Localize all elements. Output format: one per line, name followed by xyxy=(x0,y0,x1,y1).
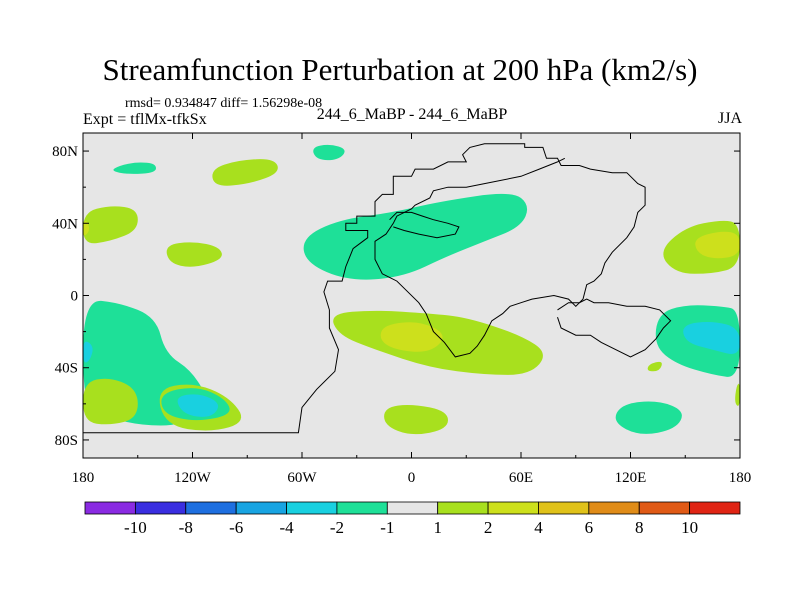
x-tick-label-0: 180 xyxy=(72,470,95,486)
x-tick-label-6: 180 xyxy=(729,470,752,486)
colorbar-label-7: 1 xyxy=(433,518,442,537)
x-axis: 180 120W 60W 0 60E 120E 180 xyxy=(72,133,752,486)
colorbar-label-11: 8 xyxy=(635,518,644,537)
contour-region-15 xyxy=(177,394,219,417)
colorbar-label-1: -10 xyxy=(124,518,147,537)
y-tick-label-1: 40N xyxy=(52,216,78,232)
colorbar-label-8: 2 xyxy=(484,518,493,537)
contour-regions xyxy=(83,144,740,435)
contour-region-1 xyxy=(113,162,156,174)
x-tick-label-2: 60W xyxy=(287,470,317,486)
season-label: JJA xyxy=(717,110,742,127)
coastline-1 xyxy=(83,143,646,434)
x-tick-label-3: 0 xyxy=(408,470,416,486)
contour-region-22 xyxy=(683,322,740,355)
colorbar-label-3: -6 xyxy=(229,518,243,537)
contour-region-4 xyxy=(212,159,278,186)
colorbar-label-10: 6 xyxy=(585,518,594,537)
colorbar-bin-2 xyxy=(185,501,237,515)
stats-label: rmsd= 0.934847 diff= 1.56298e-08 xyxy=(125,96,323,111)
chart-title: Streamfunction Perturbation at 200 hPa (… xyxy=(102,52,698,87)
y-tick-label-3: 40S xyxy=(55,361,78,377)
contour-region-20 xyxy=(647,361,662,372)
y-tick-label-2: 0 xyxy=(71,289,79,305)
colorbar-bin-6 xyxy=(386,501,439,515)
y-axis: 80N 40N 0 40S 80S xyxy=(52,144,740,449)
y-tick-label-4: 80S xyxy=(55,433,78,449)
colorbar-bin-5 xyxy=(336,501,388,515)
contour-region-17 xyxy=(380,322,443,352)
coastlines xyxy=(83,143,672,434)
colorbar-bin-7 xyxy=(437,501,489,515)
colorbar-bin-10 xyxy=(588,501,640,515)
colorbar-bin-0 xyxy=(84,501,136,515)
colorbar-label-4: -4 xyxy=(279,518,294,537)
coastline-2 xyxy=(557,298,672,358)
contour-region-12 xyxy=(83,378,138,425)
contour-region-18 xyxy=(384,405,448,435)
colorbar-label-9: 4 xyxy=(534,518,543,537)
colorbar-bin-9 xyxy=(538,501,590,515)
experiment-label: Expt = tflMx-tfkSx xyxy=(83,111,207,128)
coastline-3 xyxy=(389,211,460,239)
colorbar-label-6: -1 xyxy=(380,518,394,537)
y-tick-label-0: 80N xyxy=(52,144,78,160)
colorbar-bin-4 xyxy=(286,501,338,515)
colorbar-label-5: -2 xyxy=(330,518,344,537)
contour-region-11 xyxy=(83,341,93,363)
case-label: 244_6_MaBP - 244_6_MaBP xyxy=(316,106,508,123)
contour-region-3 xyxy=(83,206,138,244)
contour-region-9 xyxy=(695,231,740,259)
contour-region-23 xyxy=(735,383,740,406)
colorbar-label-12: 10 xyxy=(681,518,698,537)
colorbar-bin-1 xyxy=(134,501,187,515)
x-tick-label-5: 120E xyxy=(615,470,647,486)
contour-region-5 xyxy=(166,242,222,267)
contour-region-2 xyxy=(313,144,345,161)
contour-region-19 xyxy=(615,401,682,434)
contour-region-6 xyxy=(303,193,528,280)
x-tick-label-1: 120W xyxy=(174,470,212,486)
colorbar-bin-11 xyxy=(638,501,691,515)
colorbar-bin-12 xyxy=(689,501,741,515)
contour-region-7 xyxy=(83,221,90,236)
colorbar-bin-3 xyxy=(235,501,287,515)
colorbar-bin-8 xyxy=(487,501,539,515)
x-tick-label-4: 60E xyxy=(509,470,533,486)
colorbar-label-2: -8 xyxy=(179,518,193,537)
